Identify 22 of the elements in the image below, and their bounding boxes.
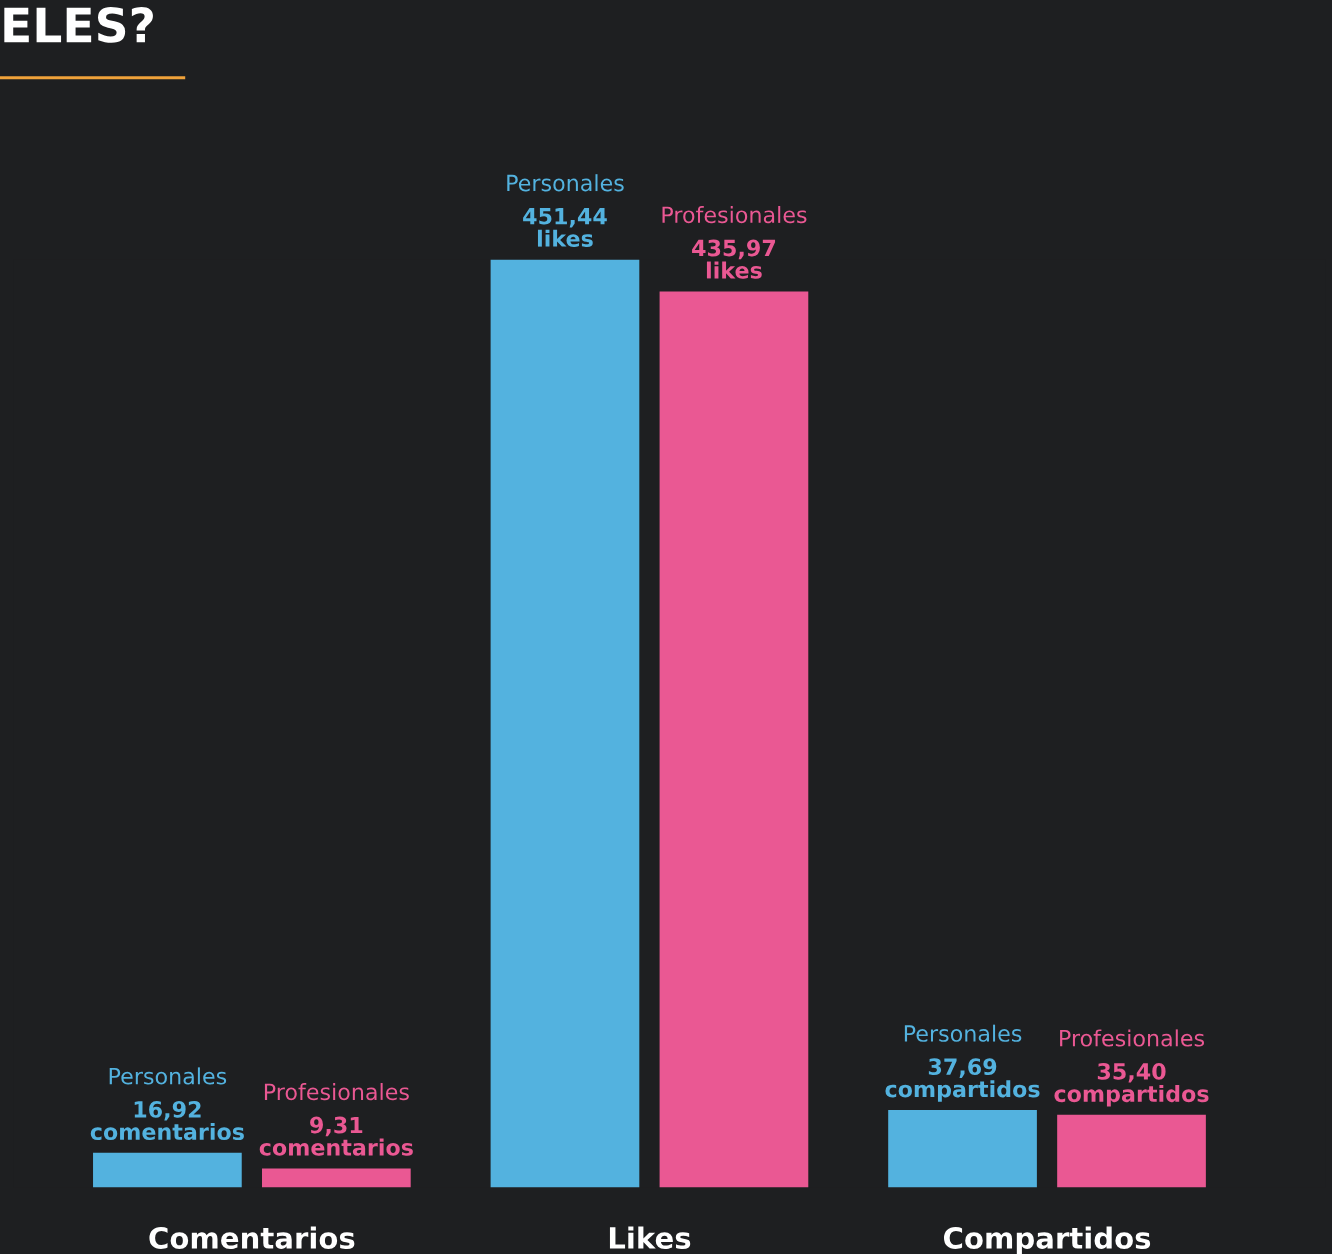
text: Profesionales bbox=[1060, 1029, 1205, 1047]
bar bbox=[659, 291, 809, 1188]
x-tick-label: Comentarios bbox=[149, 1226, 355, 1249]
data-label: 37,69 compartidos bbox=[885, 1058, 1040, 1102]
chart-title: ELES? bbox=[4, 7, 153, 43]
bar bbox=[93, 1152, 242, 1188]
bar bbox=[888, 1110, 1037, 1188]
text: Profesionales bbox=[662, 205, 807, 224]
x-tick-label: Likes bbox=[609, 1226, 691, 1249]
bar bbox=[1057, 1114, 1206, 1188]
data-label: 16,92 comentarios bbox=[90, 1100, 244, 1141]
data-label: 35,40 compartidos bbox=[1054, 1062, 1209, 1107]
text: Profesionales bbox=[264, 1083, 409, 1101]
text: Personales bbox=[507, 174, 624, 192]
text: Personales bbox=[109, 1067, 227, 1085]
data-label: 451,44 likes bbox=[523, 208, 607, 247]
text: Personales bbox=[904, 1024, 1022, 1042]
data-label: 435,97 likes bbox=[692, 239, 776, 279]
bar bbox=[490, 259, 640, 1188]
x-tick-label: Compartidos bbox=[943, 1226, 1151, 1254]
data-label: 9,31 comentarios bbox=[259, 1116, 413, 1156]
bar bbox=[262, 1168, 411, 1188]
